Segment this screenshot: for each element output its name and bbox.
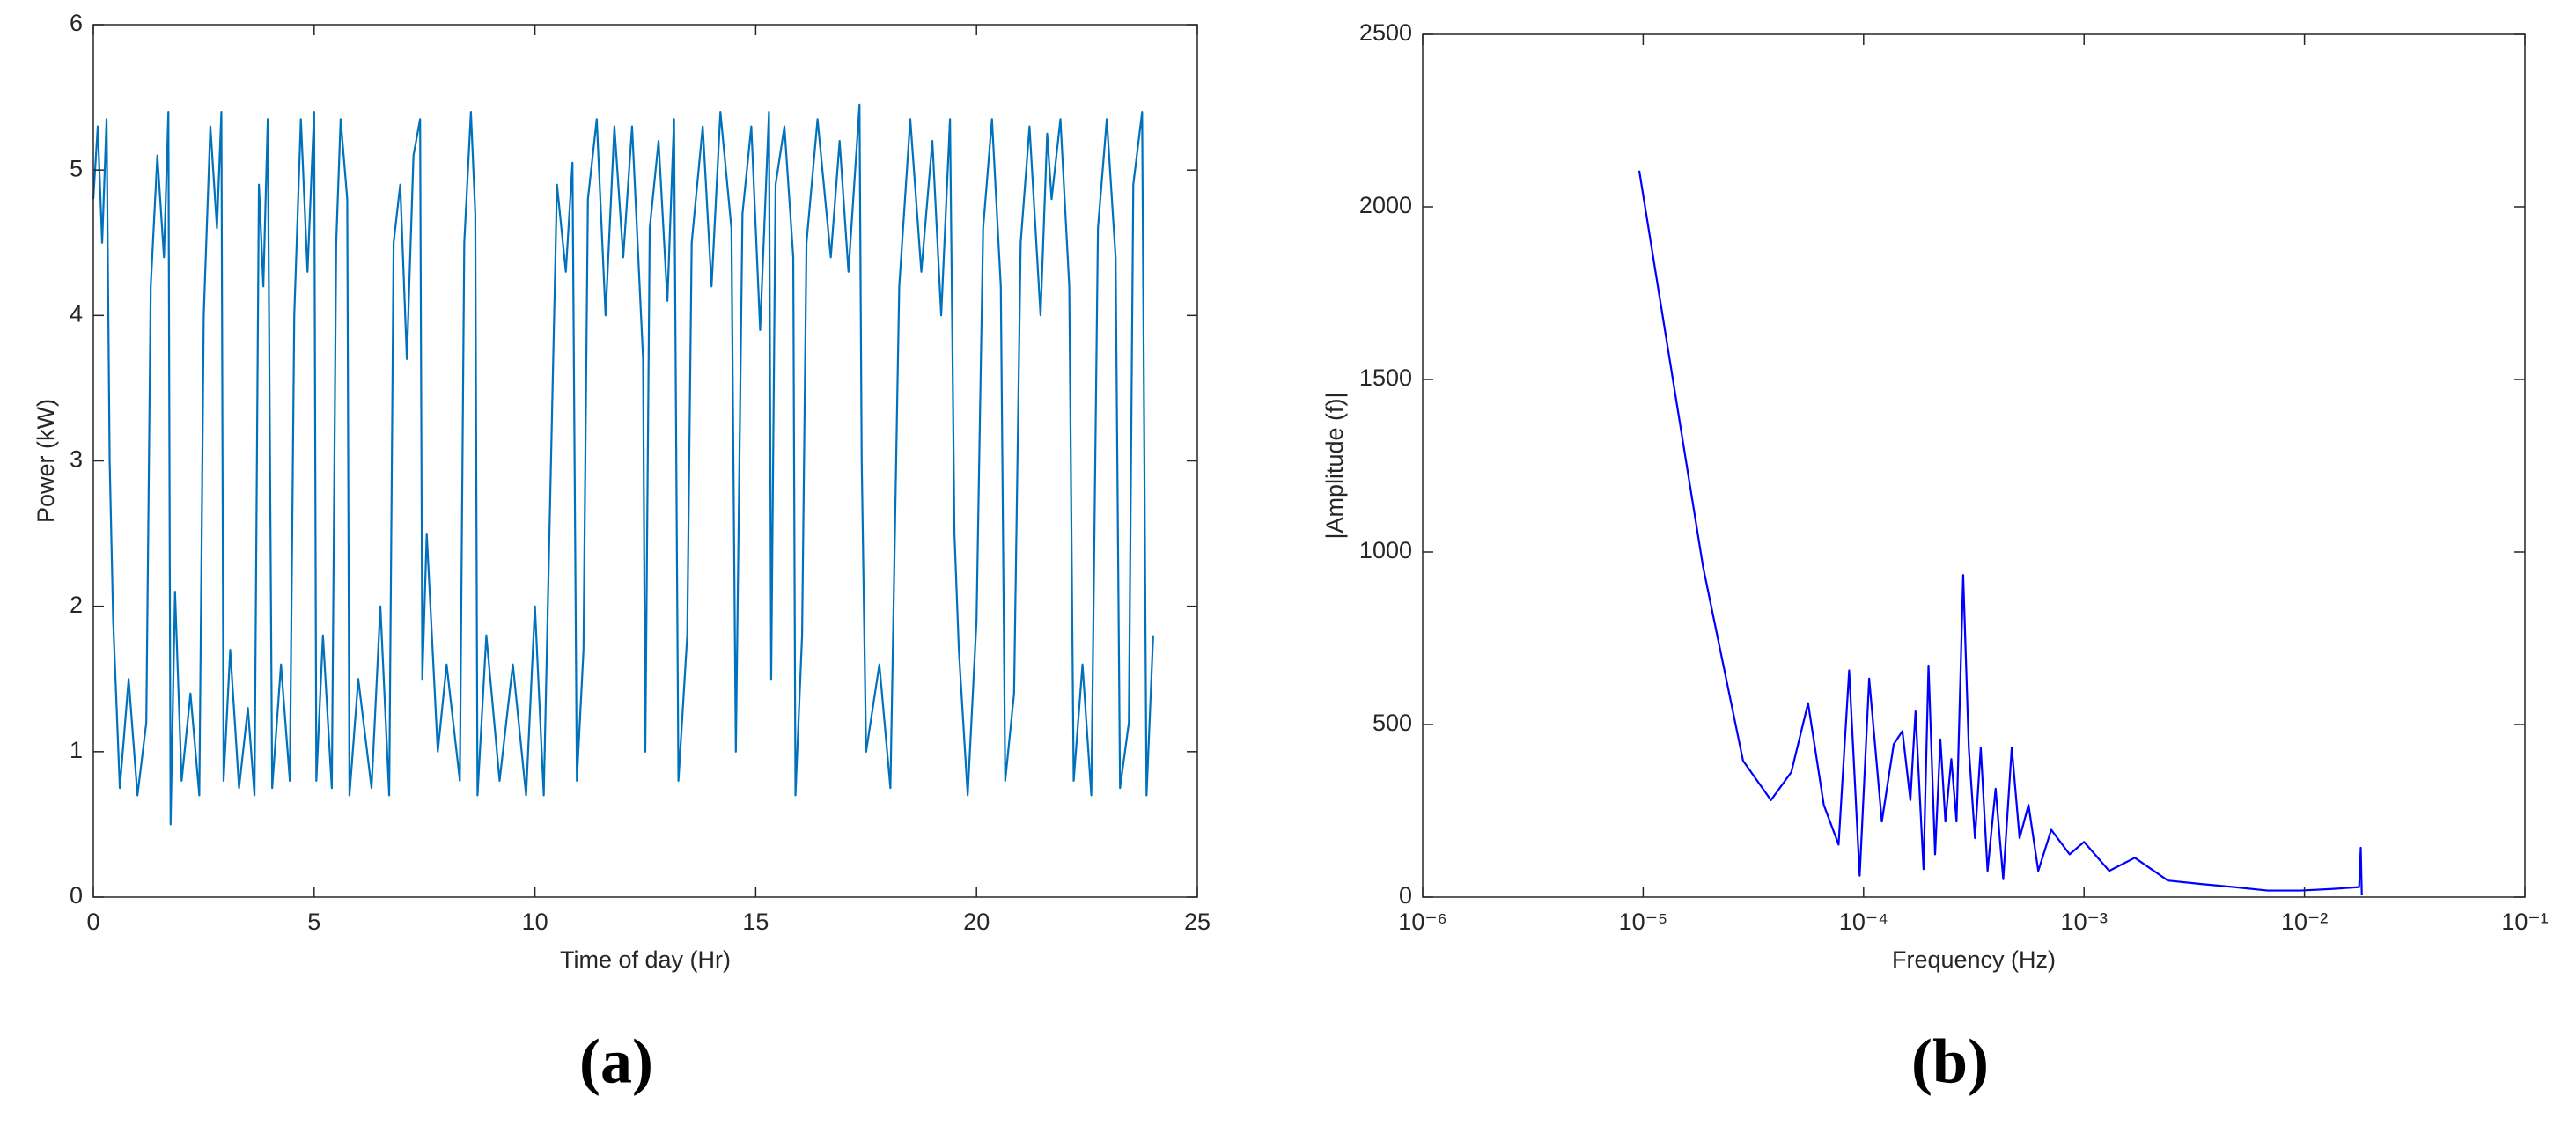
chart: 10⁻⁶ 10⁻⁵ 10⁻⁴ 10⁻³ 10⁻² 10⁻¹ 0 500 1000 1500 2000… <box>1321 19 2549 1096</box>
y-tick-label: 0 <box>1399 882 1412 909</box>
x-tick-label: 10⁻⁶ <box>1398 909 1446 935</box>
chart: 0 5 10 15 20 25 0 1 2 3 4 5 6 Time of day (Hr) Power (… <box>33 10 1211 1096</box>
y-tick-label: 5 <box>70 155 83 181</box>
x-tick-label: 10⁻³ <box>2061 909 2108 935</box>
plot-area <box>1423 34 2525 897</box>
y-tick-label: 2 <box>70 592 83 618</box>
axes-box <box>1422 33 2526 898</box>
caption: (b) <box>1911 1027 1989 1097</box>
y-tick-label: 6 <box>70 10 83 36</box>
y-tick-label: 2000 <box>1359 192 1412 218</box>
x-tick-label: 10⁻⁵ <box>1619 909 1667 935</box>
x-tick-label: 10⁻⁴ <box>1839 909 1888 935</box>
x-axis-label: Frequency (Hz) <box>1892 946 2056 973</box>
y-tick-label: 1500 <box>1359 364 1412 391</box>
y-axis-label: Power (kW) <box>33 399 59 523</box>
data-line <box>92 103 1154 826</box>
y-tick-label: 1 <box>70 737 83 763</box>
y-tick-label: 4 <box>70 300 83 327</box>
x-tick-label: 5 <box>307 909 320 935</box>
y-tick-label: 1000 <box>1359 537 1412 563</box>
data-line <box>1638 170 2363 896</box>
x-axis-label: Time of day (Hr) <box>560 946 731 973</box>
y-tick-label: 0 <box>70 882 83 909</box>
y-axis-label: |Amplitude (f)| <box>1321 392 1348 539</box>
x-tick-label: 15 <box>742 909 769 935</box>
x-tick-label: 10⁻¹ <box>2501 909 2548 935</box>
y-tick-label: 2500 <box>1359 19 1412 46</box>
x-tick-label: 10⁻² <box>2281 909 2328 935</box>
x-tick-label: 25 <box>1184 909 1211 935</box>
x-tick-label: 10 <box>522 909 548 935</box>
x-tick-label: 0 <box>86 909 99 935</box>
y-tick-label: 500 <box>1373 710 1412 736</box>
x-tick-label: 20 <box>963 909 990 935</box>
caption: (a) <box>579 1027 653 1097</box>
y-tick-label: 3 <box>70 446 83 473</box>
